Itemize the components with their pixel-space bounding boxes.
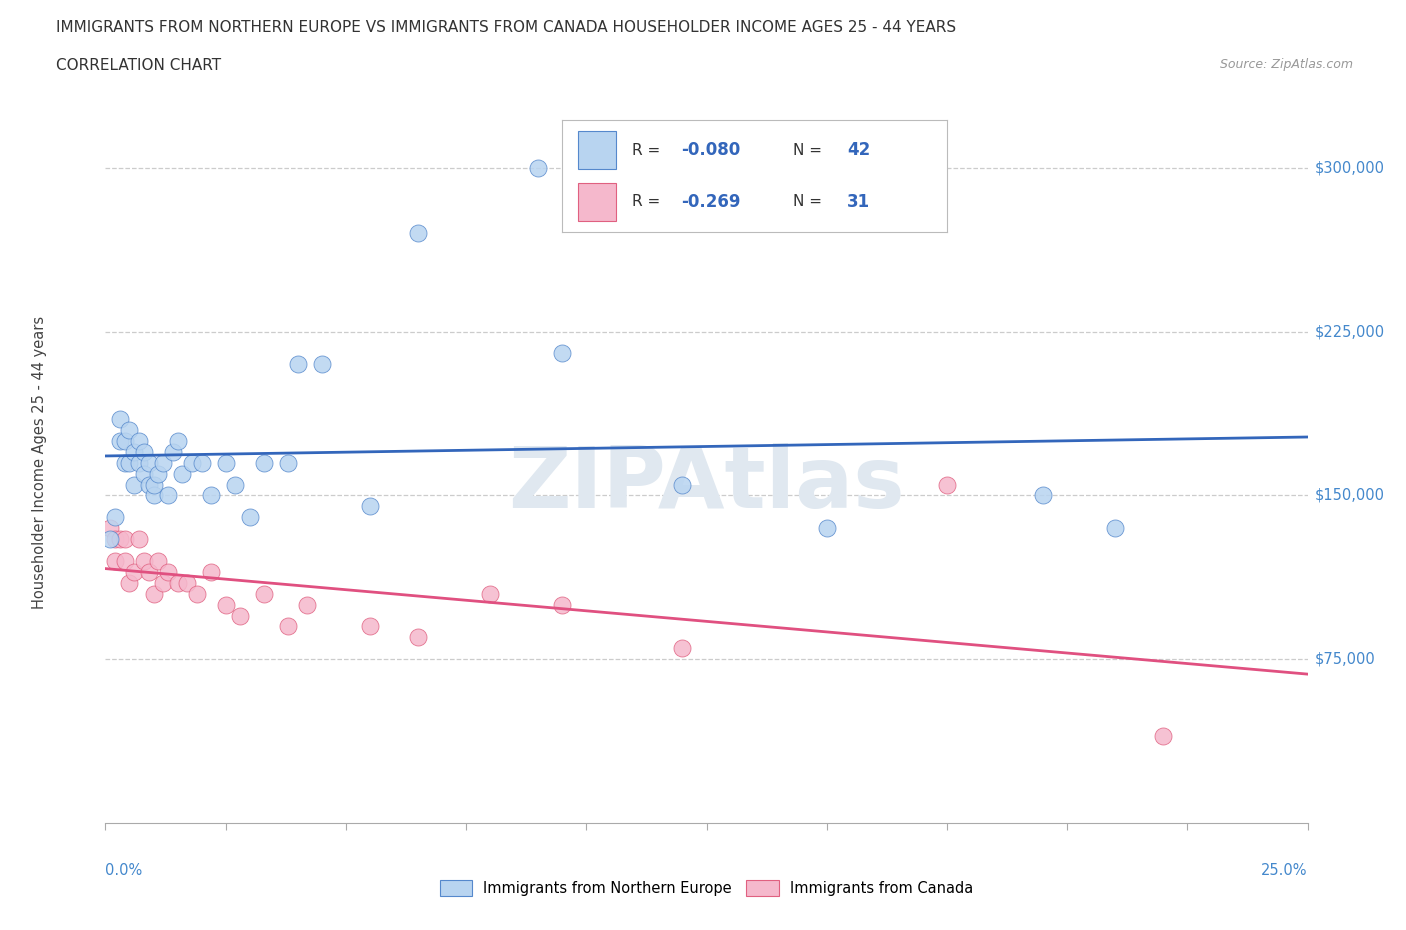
Point — [108, 412, 131, 427]
Text: $225,000: $225,000 — [1315, 325, 1385, 339]
Point — [104, 532, 127, 547]
Point — [128, 456, 150, 471]
Point — [118, 422, 141, 437]
Point — [359, 498, 381, 513]
Point — [815, 521, 838, 536]
Text: R =: R = — [631, 194, 659, 209]
Point — [124, 477, 146, 492]
Text: ZIPAtlas: ZIPAtlas — [508, 443, 905, 525]
Point — [239, 510, 262, 525]
Point — [406, 630, 429, 644]
Point — [104, 553, 127, 568]
Point — [200, 565, 222, 579]
Point — [214, 456, 236, 471]
Point — [156, 488, 179, 503]
Point — [156, 565, 179, 579]
Point — [128, 433, 150, 448]
Text: R =: R = — [631, 143, 659, 158]
Point — [406, 226, 429, 241]
Point — [108, 433, 131, 448]
Point — [166, 433, 188, 448]
Point — [1032, 488, 1054, 503]
Text: -0.269: -0.269 — [682, 193, 741, 211]
Text: 0.0%: 0.0% — [105, 863, 142, 878]
Point — [551, 597, 574, 612]
Text: 31: 31 — [846, 193, 870, 211]
Point — [124, 565, 146, 579]
Point — [671, 641, 693, 656]
Text: -0.080: -0.080 — [682, 141, 741, 159]
Point — [138, 456, 160, 471]
Point — [200, 488, 222, 503]
Point — [671, 477, 693, 492]
Point — [118, 576, 141, 591]
Point — [166, 576, 188, 591]
Point — [527, 160, 550, 175]
Text: IMMIGRANTS FROM NORTHERN EUROPE VS IMMIGRANTS FROM CANADA HOUSEHOLDER INCOME AGE: IMMIGRANTS FROM NORTHERN EUROPE VS IMMIG… — [56, 20, 956, 35]
Point — [118, 456, 141, 471]
Text: Householder Income Ages 25 - 44 years: Householder Income Ages 25 - 44 years — [32, 316, 46, 609]
Point — [114, 553, 136, 568]
Point — [1152, 728, 1174, 743]
Text: CORRELATION CHART: CORRELATION CHART — [56, 58, 221, 73]
Point — [224, 477, 246, 492]
Point — [297, 597, 319, 612]
Text: $75,000: $75,000 — [1315, 652, 1375, 667]
Text: 25.0%: 25.0% — [1261, 863, 1308, 878]
Text: N =: N = — [793, 194, 823, 209]
Point — [132, 445, 155, 459]
Point — [142, 477, 165, 492]
Point — [142, 586, 165, 601]
Text: $300,000: $300,000 — [1315, 160, 1385, 176]
Point — [214, 597, 236, 612]
Point — [114, 456, 136, 471]
Point — [176, 576, 198, 591]
Point — [253, 586, 276, 601]
Point — [114, 433, 136, 448]
Point — [190, 456, 212, 471]
Text: $150,000: $150,000 — [1315, 488, 1385, 503]
Point — [277, 456, 299, 471]
Point — [253, 456, 276, 471]
Point — [132, 553, 155, 568]
Point — [152, 456, 174, 471]
Bar — [578, 131, 616, 169]
Point — [181, 456, 204, 471]
Point — [162, 445, 184, 459]
Text: 42: 42 — [846, 141, 870, 159]
Point — [277, 619, 299, 634]
Point — [1104, 521, 1126, 536]
Bar — [578, 183, 616, 220]
Point — [229, 608, 252, 623]
Point — [132, 466, 155, 481]
Point — [936, 477, 959, 492]
Legend: Immigrants from Northern Europe, Immigrants from Canada: Immigrants from Northern Europe, Immigra… — [433, 874, 980, 902]
Point — [287, 357, 309, 372]
Point — [172, 466, 194, 481]
Point — [98, 521, 121, 536]
Point — [152, 576, 174, 591]
Point — [148, 553, 170, 568]
Text: Source: ZipAtlas.com: Source: ZipAtlas.com — [1219, 58, 1353, 71]
Point — [104, 510, 127, 525]
Point — [114, 532, 136, 547]
Point — [124, 445, 146, 459]
Point — [148, 466, 170, 481]
Point — [142, 488, 165, 503]
Point — [108, 532, 131, 547]
Text: N =: N = — [793, 143, 823, 158]
Point — [479, 586, 502, 601]
Point — [359, 619, 381, 634]
Point — [138, 477, 160, 492]
Point — [98, 532, 121, 547]
Point — [186, 586, 208, 601]
Point — [551, 346, 574, 361]
Point — [311, 357, 333, 372]
Point — [138, 565, 160, 579]
Point — [128, 532, 150, 547]
